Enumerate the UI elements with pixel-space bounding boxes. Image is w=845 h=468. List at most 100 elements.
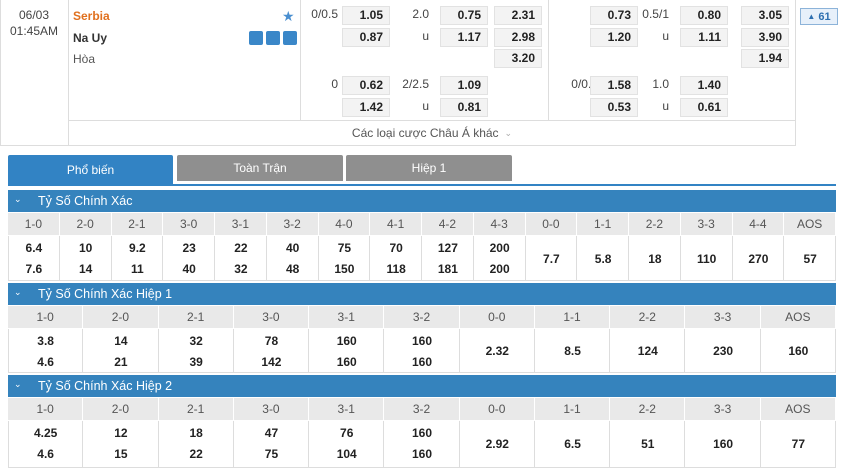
odds[interactable]: 0.62 xyxy=(342,76,390,95)
icon[interactable] xyxy=(283,31,297,45)
odds[interactable]: 1.17 xyxy=(440,28,488,47)
away-odds[interactable]: 160 xyxy=(411,447,432,461)
draw-odds[interactable]: 77 xyxy=(791,436,806,451)
away-odds[interactable]: 48 xyxy=(285,262,300,276)
tab[interactable]: Hiệp 1 xyxy=(346,155,512,181)
draw-odds[interactable]: 8.5 xyxy=(564,344,581,358)
icon[interactable] xyxy=(249,31,263,45)
draw-odds[interactable]: 124 xyxy=(637,344,658,358)
odds[interactable]: 0.75 xyxy=(440,6,488,25)
home-odds[interactable]: 127 xyxy=(437,241,458,255)
away-odds[interactable]: 14 xyxy=(78,262,93,276)
draw-odds[interactable]: 270 xyxy=(748,251,769,266)
odds[interactable]: 1.40 xyxy=(680,76,728,95)
away-odds[interactable]: 104 xyxy=(336,447,357,461)
home-odds[interactable]: 18 xyxy=(189,426,203,440)
favorite-star[interactable]: ★ xyxy=(282,8,295,24)
draw-odds[interactable]: 2.92 xyxy=(485,436,509,451)
draw-odds[interactable]: 57 xyxy=(803,251,817,266)
home-odds[interactable]: 12 xyxy=(114,426,128,440)
home-odds[interactable]: 14 xyxy=(114,334,128,348)
home-odds[interactable]: 3.8 xyxy=(37,334,54,348)
more-bets-text[interactable]: Các loại cược Châu Á khác xyxy=(351,126,499,140)
odds[interactable]: 1.05 xyxy=(342,6,390,25)
away-odds[interactable]: 142 xyxy=(261,355,282,369)
away-odds[interactable]: 200 xyxy=(489,262,510,276)
draw-odds[interactable]: 2.32 xyxy=(485,344,509,358)
odds[interactable]: 1.58 xyxy=(590,76,638,95)
away-odds[interactable]: 32 xyxy=(234,262,248,276)
cell xyxy=(163,236,215,281)
home-odds[interactable]: 10 xyxy=(78,241,93,255)
odds[interactable]: 0.53 xyxy=(590,98,638,117)
away-odds[interactable]: 11 xyxy=(131,262,144,276)
odds[interactable]: 0.61 xyxy=(680,98,728,117)
away-odds[interactable]: 4.6 xyxy=(37,447,54,461)
odds[interactable]: 1.42 xyxy=(342,98,390,117)
away-odds[interactable]: 7.6 xyxy=(25,262,43,276)
home-odds[interactable]: 70 xyxy=(389,241,403,255)
home-odds[interactable]: 47 xyxy=(264,426,279,440)
away-odds[interactable]: 181 xyxy=(437,262,458,276)
odds[interactable]: 3.90 xyxy=(741,28,789,47)
tab[interactable]: Toàn Trận xyxy=(177,155,343,181)
section-header[interactable] xyxy=(8,375,836,397)
odds[interactable]: 1.20 xyxy=(590,28,638,47)
section-header[interactable] xyxy=(8,283,836,305)
odds[interactable]: 3.20 xyxy=(494,49,542,68)
odds[interactable]: 0.81 xyxy=(440,98,488,117)
odds[interactable]: 0.87 xyxy=(342,28,390,47)
home-odds[interactable]: 22 xyxy=(234,241,248,255)
odds[interactable]: 3.05 xyxy=(741,6,789,25)
away-team[interactable]: Na Uy xyxy=(73,31,108,45)
cell xyxy=(309,329,385,373)
home-odds[interactable]: 160 xyxy=(336,334,357,348)
home-odds[interactable]: 40 xyxy=(285,241,300,255)
tab[interactable]: Phổ biến xyxy=(8,155,173,185)
away-odds[interactable]: 21 xyxy=(114,355,128,369)
home-odds[interactable]: 200 xyxy=(489,241,510,255)
draw-odds[interactable]: 230 xyxy=(713,344,734,358)
odds[interactable]: 2.98 xyxy=(494,28,542,47)
home-odds[interactable]: 9.2 xyxy=(129,241,146,255)
odds[interactable]: 2.31 xyxy=(494,6,542,25)
odds[interactable]: 1.09 xyxy=(440,76,488,95)
away-odds[interactable]: 160 xyxy=(336,355,357,369)
home-odds[interactable]: 160 xyxy=(411,426,432,440)
away-odds[interactable]: 118 xyxy=(386,262,406,276)
away-odds[interactable]: 160 xyxy=(411,355,432,369)
section-header[interactable] xyxy=(8,190,836,212)
home-odds[interactable]: 23 xyxy=(182,241,196,255)
home-odds[interactable]: 32 xyxy=(189,334,203,348)
odds[interactable]: 0.80 xyxy=(680,6,728,25)
home-odds[interactable]: 160 xyxy=(411,334,432,348)
count-button[interactable]: ▲ 61 xyxy=(800,8,838,25)
draw-odds[interactable]: 7.7 xyxy=(543,251,560,266)
away-odds[interactable]: 4.6 xyxy=(37,355,54,369)
home-odds[interactable]: 6.4 xyxy=(25,241,43,255)
away-odds[interactable]: 15 xyxy=(114,447,128,461)
draw-odds[interactable]: 110 xyxy=(696,251,717,266)
draw-odds[interactable]: 160 xyxy=(713,436,734,451)
away-odds[interactable]: 22 xyxy=(189,447,203,461)
more-bets[interactable]: Các loại cược Châu Á khác ⌄ xyxy=(68,121,796,145)
draw-odds[interactable]: 6.5 xyxy=(564,436,581,451)
odds[interactable]: 1.11 xyxy=(680,28,728,47)
draw-odds[interactable]: 160 xyxy=(788,344,809,358)
home-odds[interactable]: 78 xyxy=(264,334,279,348)
draw-odds[interactable]: 5.8 xyxy=(594,251,612,266)
draw-odds[interactable]: 18 xyxy=(648,251,662,266)
home-odds[interactable]: 76 xyxy=(340,426,354,440)
icon[interactable] xyxy=(266,31,280,45)
away-odds[interactable]: 39 xyxy=(189,355,203,369)
home-team[interactable]: Serbia xyxy=(73,9,110,23)
odds[interactable]: 1.94 xyxy=(741,49,789,68)
home-odds[interactable]: 75 xyxy=(337,241,352,255)
draw-odds[interactable]: 51 xyxy=(641,436,655,451)
home-odds[interactable]: 4.25 xyxy=(33,426,58,440)
section-title: Tỷ Số Chính Xác Hiệp 1 xyxy=(38,287,173,301)
away-odds[interactable]: 40 xyxy=(182,262,196,276)
away-odds[interactable]: 150 xyxy=(334,262,355,276)
away-odds[interactable]: 75 xyxy=(264,447,279,461)
odds[interactable]: 0.73 xyxy=(590,6,638,25)
